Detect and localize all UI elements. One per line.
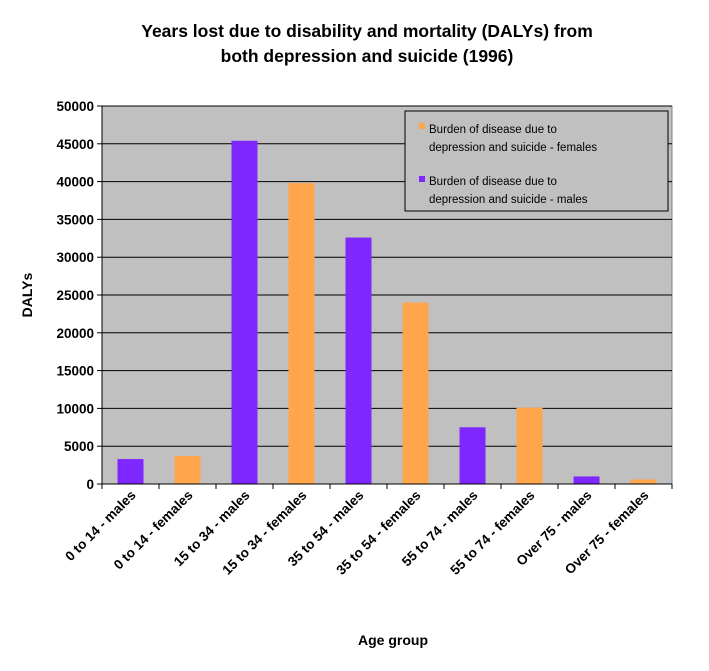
x-axis-label: Age group <box>358 632 428 648</box>
y-tick-label: 25000 <box>56 288 94 303</box>
y-tick-label: 20000 <box>56 326 94 341</box>
legend-label-females-line-1: Burden of disease due to <box>429 124 557 136</box>
bar-35-to-54-females <box>402 302 429 484</box>
bar-15-to-34-males <box>231 140 258 484</box>
bar-35-to-54-males <box>345 237 372 484</box>
y-tick-label: 50000 <box>56 99 94 114</box>
y-tick-label: 0 <box>86 477 94 492</box>
y-tick-label: 40000 <box>56 175 94 190</box>
legend: Burden of disease due to depression and … <box>404 110 669 212</box>
chart-title-line-2: both depression and suicide (1996) <box>221 46 514 66</box>
legend-swatch-males <box>419 176 425 182</box>
y-tick-label: 45000 <box>56 137 94 152</box>
y-tick-label: 30000 <box>56 250 94 265</box>
bar-0-to-14-females <box>174 456 201 484</box>
y-tick-label: 5000 <box>64 439 94 454</box>
bar-55-to-74-females <box>516 407 543 484</box>
bar-55-to-74-males <box>459 427 486 484</box>
bar-15-to-34-females <box>288 183 315 484</box>
y-tick-label: 35000 <box>56 212 94 227</box>
gridlines <box>102 105 672 447</box>
y-tick-label: 15000 <box>56 364 94 379</box>
legend-swatch-females <box>419 123 425 129</box>
y-tick-label: 10000 <box>56 401 94 416</box>
y-axis-label: DALYs <box>19 272 35 317</box>
legend-label-males-line-1: Burden of disease due to <box>429 176 557 188</box>
bar-over-75-females <box>630 479 657 484</box>
bars <box>117 140 657 484</box>
y-axis-ticks: 0 5000 10000 15000 20000 25000 30000 35000 40000… <box>56 99 102 492</box>
chart-title-line-1: Years lost due to disability and mortali… <box>141 21 593 41</box>
legend-label-females-line-2: depression and suicide - females <box>429 142 597 154</box>
bar-0-to-14-males <box>117 459 144 484</box>
legend-label-males-line-2: depression and suicide - males <box>429 194 588 206</box>
bar-over-75-males <box>573 476 600 484</box>
legend-box <box>404 110 669 212</box>
